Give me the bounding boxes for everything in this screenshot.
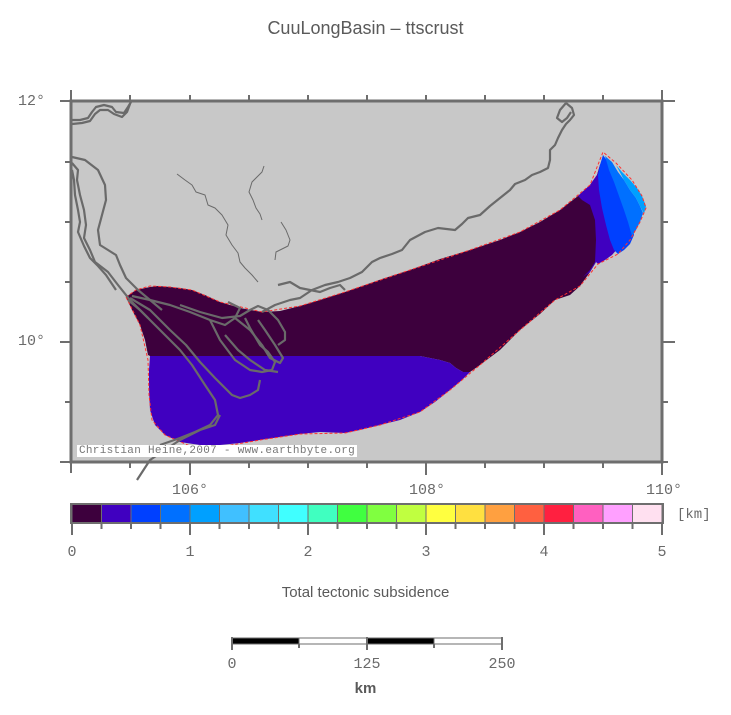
coastline-se-islands xyxy=(555,102,572,124)
scale-bar xyxy=(231,637,503,650)
ne-lobe-blue xyxy=(598,155,634,254)
coastline-nw-river xyxy=(72,101,132,122)
lon-label-106: 106° xyxy=(171,482,209,499)
basin-region-0.25-0.5km xyxy=(149,356,470,445)
colorbar-swatch xyxy=(603,505,632,522)
colorbar-swatch xyxy=(72,505,101,522)
scalebar-label-250: 250 xyxy=(488,656,516,673)
coastlines xyxy=(70,101,576,481)
coastline-south xyxy=(136,414,221,481)
colorbar-title: Total tectonic subsidence xyxy=(281,584,450,601)
scalebar-label-0: 0 xyxy=(227,656,237,673)
river-east xyxy=(248,165,265,221)
colorbar-tick-4: 4 xyxy=(539,544,549,561)
colorbar-swatch xyxy=(515,505,544,522)
colorbar-swatch xyxy=(190,505,219,522)
colorbar-swatch xyxy=(279,505,308,522)
basin-contour xyxy=(125,151,647,448)
river-east-2 xyxy=(274,221,291,261)
ne-lobe-light-blue xyxy=(616,165,646,214)
lat-label-12: 12° xyxy=(18,93,46,110)
coastline-west-river-c xyxy=(70,169,117,291)
colorbar-unit: [km] xyxy=(677,507,711,523)
delta-channel-6 xyxy=(179,303,287,346)
coastline-west-river-a xyxy=(71,155,163,311)
colorbar-swatch xyxy=(633,505,662,522)
colorbar-swatch xyxy=(367,505,396,522)
colorbar-swatch xyxy=(574,505,603,522)
coastline-west-river-b xyxy=(71,162,149,319)
coastline-southeast xyxy=(261,102,576,313)
colorbar-swatch xyxy=(249,505,278,522)
colorbar-tick-5: 5 xyxy=(657,544,667,561)
axis-ticks xyxy=(60,90,675,475)
river-central xyxy=(176,173,259,283)
colorbar-swatch xyxy=(544,505,573,522)
ne-lobe-medium-blue xyxy=(605,156,643,236)
lon-label-110: 110° xyxy=(645,482,683,499)
map-title: CuuLongBasin – ttscrust xyxy=(267,18,464,38)
delta-channel-5 xyxy=(234,317,285,365)
colorbar-tick-0: 0 xyxy=(67,544,77,561)
colorbar-swatch xyxy=(102,505,131,522)
colorbar xyxy=(70,503,664,535)
interior-rivers xyxy=(176,165,291,283)
lon-label-108: 108° xyxy=(408,482,446,499)
colorbar-swatch xyxy=(397,505,426,522)
colorbar-swatch xyxy=(338,505,367,522)
colorbar-swatch xyxy=(308,505,337,522)
coastline-nw-river-2 xyxy=(71,103,132,126)
colorbar-swatch xyxy=(220,505,249,522)
delta-channel-7 xyxy=(224,334,279,374)
delta-channel-2 xyxy=(129,297,262,400)
colorbar-swatch xyxy=(131,505,160,522)
colorbar-swatch xyxy=(426,505,455,522)
scalebar-label-125: 125 xyxy=(353,656,381,673)
colorbar-swatch xyxy=(161,505,190,522)
scalebar-unit: km xyxy=(354,680,377,697)
credit-text: Christian Heine,2007 - www.earthbyte.org xyxy=(77,445,358,457)
colorbar-tick-1: 1 xyxy=(185,544,195,561)
colorbar-tick-2: 2 xyxy=(303,544,313,561)
lat-label-10: 10° xyxy=(18,333,46,350)
colorbar-swatch xyxy=(456,505,485,522)
ne-lobe-violet xyxy=(578,158,618,277)
colorbar-swatch xyxy=(485,505,514,522)
coastline-inlet xyxy=(277,280,346,294)
colorbar-tick-3: 3 xyxy=(421,544,431,561)
